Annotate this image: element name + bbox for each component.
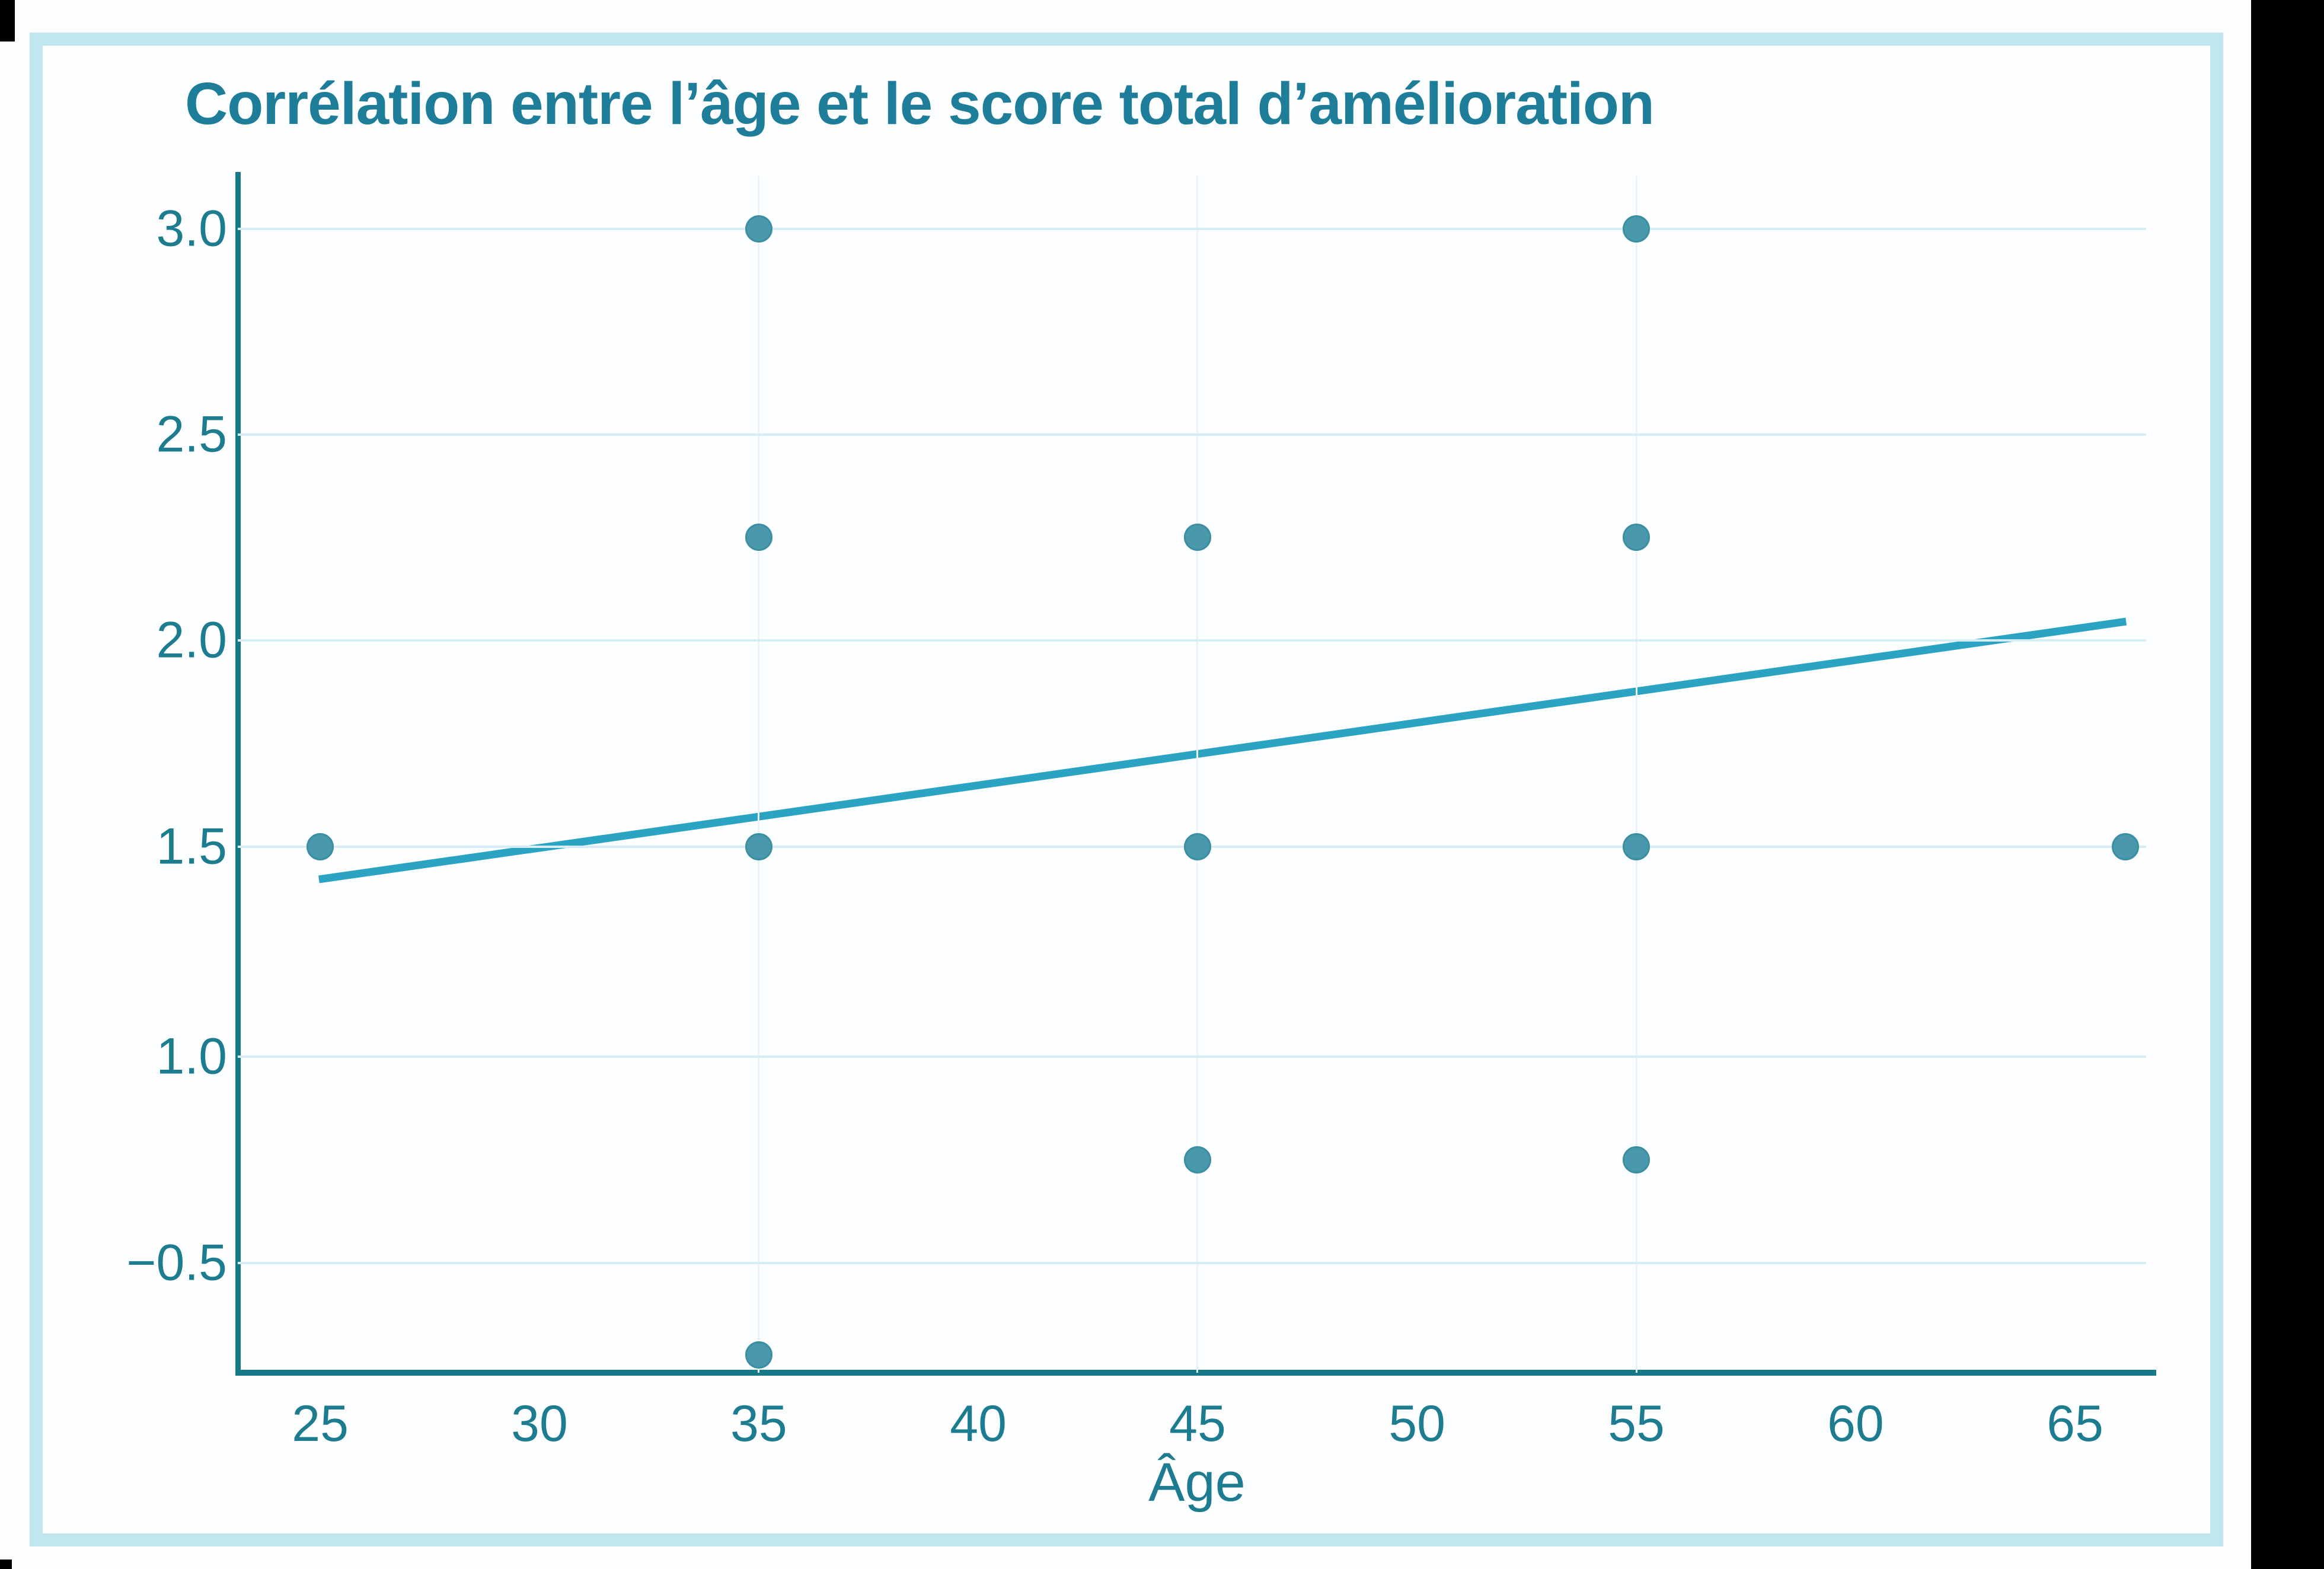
y-tick-label: 2.5	[156, 406, 227, 463]
y-tick-label: 3.0	[156, 200, 227, 257]
x-tick-label: 55	[1608, 1395, 1665, 1452]
data-point	[745, 215, 772, 243]
chart-card: Corrélation entre l’âge et le score tota…	[0, 0, 2251, 1569]
x-tick-label: 60	[1827, 1395, 1884, 1452]
decorative-frame	[30, 33, 2223, 1546]
x-tick-label: 65	[2047, 1395, 2103, 1452]
data-point	[1183, 833, 1211, 861]
x-axis-title: Âge	[1148, 1452, 1246, 1513]
x-tick-label: 40	[950, 1395, 1007, 1452]
data-point	[307, 833, 334, 861]
data-point	[1623, 833, 1651, 861]
data-point	[745, 833, 772, 861]
data-point	[745, 524, 772, 551]
y-axis-line	[235, 172, 241, 1376]
x-tick-label: 30	[511, 1395, 568, 1452]
horizontal-gridline	[238, 433, 2146, 436]
x-axis-line	[235, 1370, 2156, 1376]
y-tick-label: 1.5	[156, 818, 227, 875]
data-point	[1623, 1146, 1651, 1173]
plot-area	[238, 176, 2156, 1373]
data-point	[1623, 524, 1651, 551]
screen-corner-artifact-bottom	[0, 1560, 12, 1569]
horizontal-gridline	[238, 639, 2146, 642]
y-tick-label: −0.5	[126, 1234, 227, 1291]
trendline	[318, 617, 2127, 884]
screen-corner-artifact-top	[0, 0, 15, 42]
y-tick-label: 1.0	[156, 1028, 227, 1085]
vertical-gridline	[758, 176, 760, 1373]
horizontal-gridline	[238, 227, 2146, 230]
y-tick-label: 2.0	[156, 611, 227, 669]
x-tick-label: 35	[730, 1395, 787, 1452]
data-point	[745, 1341, 772, 1369]
data-point	[1183, 524, 1211, 551]
horizontal-gridline	[238, 1055, 2146, 1058]
x-tick-label: 45	[1169, 1395, 1226, 1452]
data-point	[1183, 1146, 1211, 1173]
horizontal-gridline	[238, 1261, 2146, 1264]
x-tick-label: 25	[292, 1395, 349, 1452]
vertical-gridline	[1635, 176, 1637, 1373]
vertical-gridline	[1196, 176, 1199, 1373]
x-tick-label: 50	[1388, 1395, 1445, 1452]
data-point	[2111, 833, 2139, 861]
data-point	[1623, 215, 1651, 243]
chart-title: Corrélation entre l’âge et le score tota…	[185, 71, 1655, 137]
